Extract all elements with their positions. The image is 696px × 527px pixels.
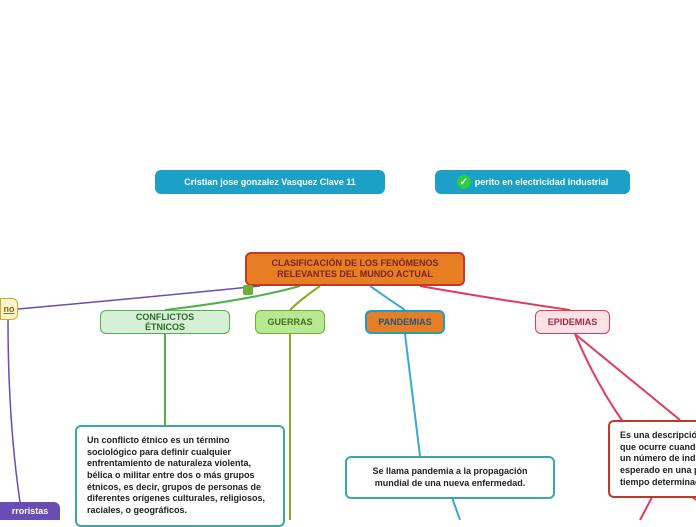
- author-badge: Cristian jose gonzalez Vasquez Clave 11: [155, 170, 385, 194]
- epidemias-label: EPIDEMIAS: [548, 317, 598, 327]
- epidemias-description: Es una descripción que ocurre cuando un …: [608, 420, 696, 498]
- epidemias-desc-text: Es una descripción que ocurre cuando un …: [620, 430, 696, 487]
- profession-badge: ✓ perito en electricidad industrial: [435, 170, 630, 194]
- terroristas-node[interactable]: rroristas: [0, 502, 60, 520]
- conflictos-desc-text: Un conflicto étnico es un término sociol…: [87, 435, 265, 515]
- guerras-node[interactable]: GUERRAS: [255, 310, 325, 334]
- central-node[interactable]: CLASIFICACIÓN DE LOS FENÓMENOS RELEVANTE…: [245, 252, 465, 286]
- terroristas-label: rroristas: [12, 506, 49, 516]
- partial-left-node[interactable]: no: [0, 298, 18, 320]
- conflictos-label: CONFLICTOS ÉTNICOS: [115, 312, 215, 332]
- pandemias-node[interactable]: PANDEMIAS: [365, 310, 445, 334]
- handle-square: [243, 285, 253, 295]
- pandemias-desc-text: Se llama pandemia a la propagación mundi…: [372, 466, 527, 488]
- check-icon: ✓: [457, 175, 471, 189]
- epidemias-node[interactable]: EPIDEMIAS: [535, 310, 610, 334]
- partial-left-text: no: [4, 304, 15, 314]
- pandemias-label: PANDEMIAS: [378, 317, 431, 327]
- profession-text: perito en electricidad industrial: [475, 177, 609, 187]
- guerras-label: GUERRAS: [268, 317, 313, 327]
- conflictos-description: Un conflicto étnico es un término sociol…: [75, 425, 285, 527]
- author-text: Cristian jose gonzalez Vasquez Clave 11: [184, 177, 356, 187]
- conflictos-node[interactable]: CONFLICTOS ÉTNICOS: [100, 310, 230, 334]
- pandemias-description: Se llama pandemia a la propagación mundi…: [345, 456, 555, 499]
- central-title: CLASIFICACIÓN DE LOS FENÓMENOS RELEVANTE…: [261, 258, 449, 280]
